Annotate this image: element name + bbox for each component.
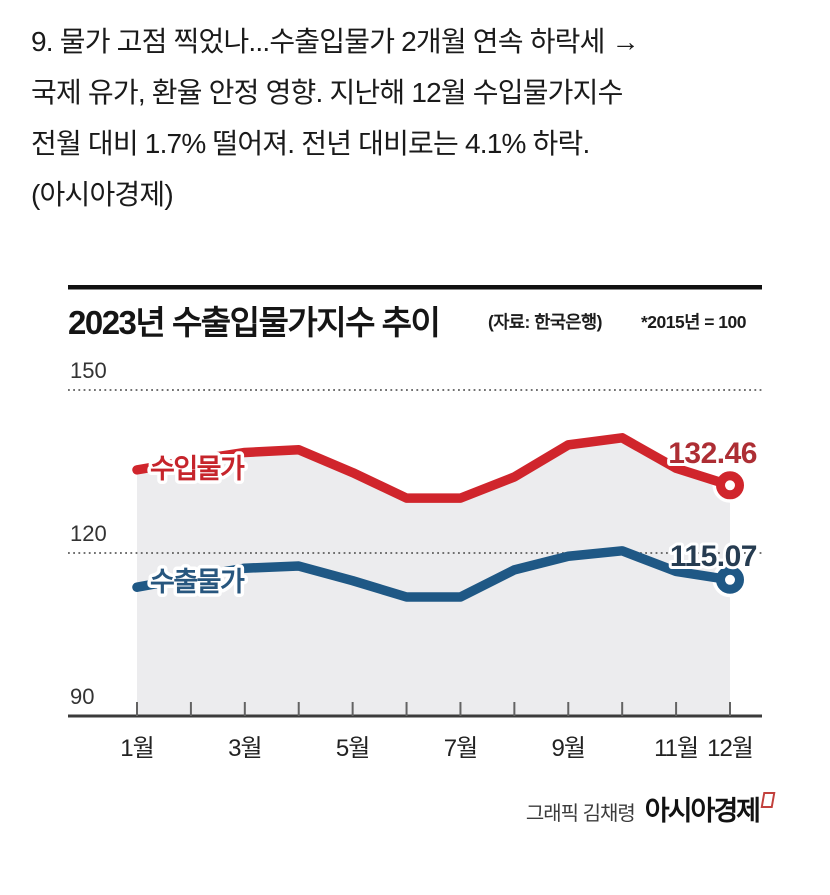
export-line [132,546,735,602]
credit-text: 그래픽 김채령 [525,803,636,825]
export-series-label: 수출물가 [150,567,245,597]
price-index-chart: 2023년 수출입물가지수 추이 (자료: 한국은행) *2015년 = 100… [68,285,763,762]
article-text: 9. 물가 고점 찍었나...수출입물가 2개월 연속 하락세 → 국제 유가,… [31,16,806,220]
gridline-group [68,389,763,554]
import-area-fill [137,437,730,716]
import-end-value: 132.46 [668,437,757,470]
series-lines-group [132,433,748,602]
x-axis-label: 3월 [228,735,261,762]
x-axis-label: 7월 [444,735,477,762]
export-end-value: 115.07 [670,540,757,573]
y-axis-label: 90 [70,684,94,709]
x-axis-label: 1월 [120,735,153,762]
chart-top-rule [68,285,762,290]
x-axis-label: 11월 [654,735,698,762]
x-labels-group: 1월 3월 5월 7월 9월 11월 12월 [120,735,754,762]
credit-line: 그래픽 김채령 아시아경제 [525,789,776,828]
article-line: 전월 대비 1.7% 떨어져. 전년 대비로는 4.1% 하락. [31,128,590,159]
import-series-label: 수입물가 [150,454,245,484]
x-ticks-group [136,702,731,716]
x-axis-label: 12월 [707,735,753,762]
brand-logo-icon [760,792,776,808]
x-axis-label: 9월 [552,735,585,762]
article-line: 9. 물가 고점 찍었나...수출입물가 2개월 연속 하락세 → [31,26,640,57]
chart-title: 2023년 수출입물가지수 추이 [68,304,439,341]
import-end-marker [716,471,744,500]
chart-note: *2015년 = 100 [641,312,747,332]
y-axis-label: 150 [70,358,107,383]
x-axis-label: 5월 [336,735,369,762]
chart-source: (자료: 한국은행) [488,312,602,332]
y-labels-group: 150 120 90 [70,358,107,709]
article-line: (아시아경제) [31,179,174,210]
area-fill-group [137,437,730,716]
import-line [132,433,735,503]
export-end-marker [716,565,744,594]
brand-name: 아시아경제 [644,796,761,826]
article-line: 국제 유가, 환율 안정 영향. 지난해 12월 수입물가지수 [31,77,623,108]
y-axis-label: 120 [70,521,107,546]
